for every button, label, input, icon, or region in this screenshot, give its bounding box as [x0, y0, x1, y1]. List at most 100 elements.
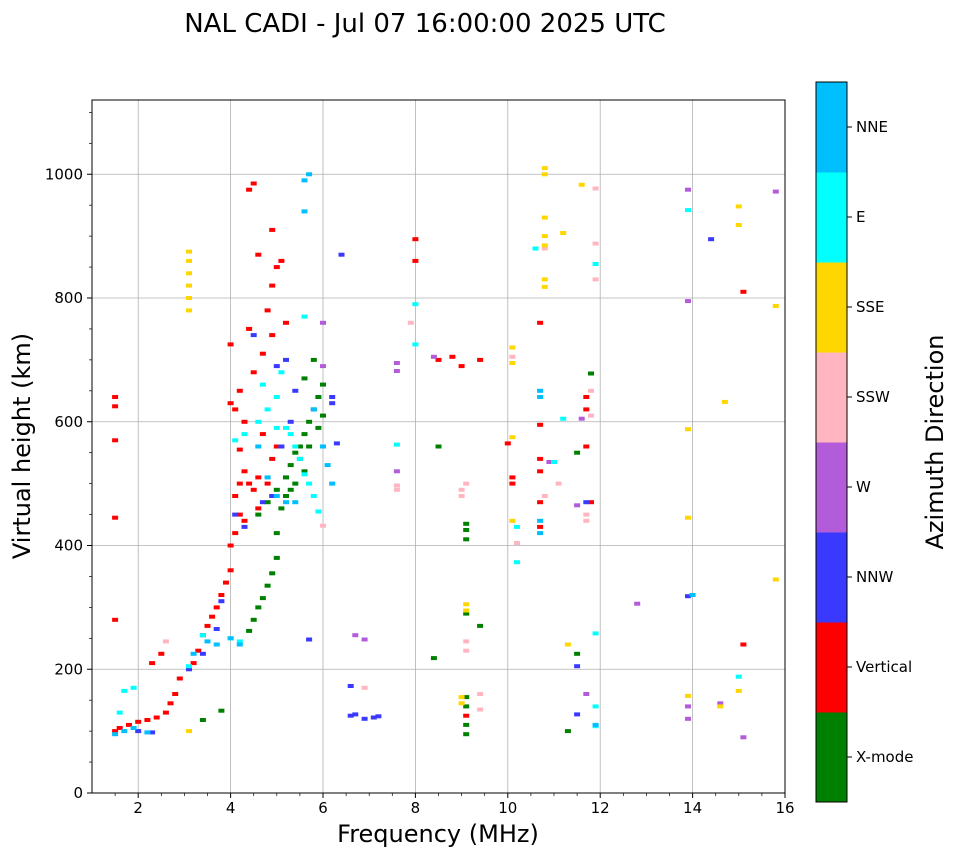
- colorbar: X-mode Vertical NNW W SSW SSE E NNE: [815, 81, 913, 803]
- echo-point-x-mode: [477, 623, 484, 628]
- echo-point-x-mode: [320, 382, 326, 387]
- echo-point-x-mode: [310, 357, 317, 362]
- echo-point-x-mode: [273, 531, 280, 536]
- echo-point-vertical: [412, 258, 419, 263]
- echo-point-e: [287, 432, 294, 437]
- echo-point-nne: [255, 444, 262, 449]
- echo-point-nne: [112, 732, 119, 737]
- echo-point-sse: [735, 223, 742, 227]
- echo-point-w: [578, 416, 585, 421]
- x-axis-label: Frequency (MHz): [337, 820, 539, 848]
- echo-point-ssw: [514, 541, 520, 545]
- echo-point-w: [320, 320, 326, 325]
- echo-point-sse: [458, 695, 465, 700]
- chart-title: NAL CADI - Jul 07 16:00:00 2025 UTC: [184, 9, 666, 39]
- colorbar-segment: [816, 172, 847, 263]
- echo-point-sse: [458, 701, 465, 706]
- y-tick-label: 600: [54, 413, 83, 431]
- x-tick-label: 8: [411, 799, 421, 817]
- echo-point-w: [685, 187, 691, 192]
- colorbar-segment: [816, 352, 847, 443]
- echo-point-e: [412, 342, 419, 347]
- echo-point-x-mode: [588, 371, 594, 376]
- echo-point-x-mode: [315, 425, 322, 430]
- echo-point-w: [740, 735, 747, 740]
- echo-point-vertical: [273, 265, 280, 270]
- echo-point-x-mode: [435, 444, 442, 449]
- echo-point-ssw: [583, 512, 590, 517]
- echo-point-w: [361, 637, 368, 642]
- echo-point-vertical: [269, 333, 276, 338]
- echo-point-x-mode: [292, 450, 299, 455]
- echo-point-vertical: [537, 422, 544, 427]
- echo-point-nne: [227, 636, 234, 641]
- echo-point-vertical: [112, 438, 119, 443]
- echo-point-x-mode: [278, 506, 285, 511]
- x-tick-label: 2: [133, 799, 143, 817]
- echo-point-sse: [560, 231, 567, 235]
- echo-point-e: [310, 494, 317, 498]
- echo-point-vertical: [504, 441, 511, 446]
- echo-point-ssw: [583, 518, 590, 523]
- echo-point-vertical: [227, 401, 234, 406]
- colorbar-tick-label: E: [856, 208, 865, 226]
- colorbar-label: Azimuth Direction: [921, 335, 949, 550]
- echo-point-ssw: [592, 186, 599, 191]
- echo-point-vertical: [458, 364, 465, 369]
- echo-point-nnw: [583, 500, 590, 505]
- y-tick-label: 800: [54, 289, 83, 307]
- echo-point-x-mode: [273, 555, 280, 560]
- echo-point-w: [634, 601, 641, 606]
- y-tick-label: 400: [54, 537, 83, 555]
- echo-point-vertical: [477, 357, 484, 362]
- echo-point-x-mode: [574, 651, 581, 656]
- echo-point-nne: [236, 642, 243, 647]
- echo-point-sse: [186, 308, 192, 313]
- echo-point-vertical: [269, 283, 276, 288]
- echo-point-vertical: [158, 651, 165, 656]
- echo-point-e: [273, 395, 280, 399]
- echo-point-vertical: [509, 475, 516, 480]
- echo-point-x-mode: [218, 708, 225, 713]
- echo-point-x-mode: [301, 432, 308, 437]
- echo-point-nnw: [574, 664, 581, 669]
- echo-point-vertical: [190, 661, 197, 666]
- echo-point-sse: [721, 399, 728, 404]
- echo-point-e: [514, 560, 520, 565]
- echo-point-vertical: [255, 252, 262, 257]
- echo-point-vertical: [153, 715, 160, 720]
- echo-point-nne: [204, 639, 211, 644]
- echo-point-vertical: [537, 456, 544, 461]
- echo-point-x-mode: [463, 528, 470, 532]
- y-tick-label: 1000: [45, 165, 83, 183]
- echo-point-x-mode: [430, 656, 437, 661]
- echo-point-vertical: [264, 481, 271, 486]
- echo-point-ssw: [541, 246, 548, 251]
- echo-point-x-mode: [287, 463, 294, 468]
- echo-point-w: [393, 369, 400, 373]
- axes: 2 4 6 8 10 12 14 16 0 200 400 600 800 1000: [45, 112, 795, 817]
- echo-point-nne: [301, 178, 308, 183]
- echo-point-ssw: [458, 494, 465, 498]
- echo-point-e: [315, 509, 322, 514]
- echo-point-vertical: [583, 407, 590, 412]
- echo-point-vertical: [232, 531, 239, 536]
- echo-point-nne: [537, 531, 544, 536]
- echo-point-nnw: [338, 252, 345, 257]
- echo-point-vertical: [176, 676, 183, 681]
- echo-point-e: [393, 442, 400, 447]
- echo-point-x-mode: [283, 475, 289, 480]
- echo-point-sse: [541, 215, 548, 220]
- echo-point-nne: [592, 722, 599, 727]
- echo-point-vertical: [227, 342, 234, 347]
- echo-point-w: [574, 503, 581, 508]
- colorbar-segment: [816, 82, 847, 173]
- colorbar-frame: [815, 81, 848, 803]
- echo-point-x-mode: [306, 419, 313, 424]
- echo-point-nnw: [375, 714, 382, 719]
- echo-point-x-mode: [574, 450, 581, 455]
- echo-point-e: [283, 425, 289, 430]
- echo-point-vertical: [537, 469, 544, 474]
- echo-point-sse: [509, 435, 516, 440]
- echo-point-e: [255, 419, 262, 424]
